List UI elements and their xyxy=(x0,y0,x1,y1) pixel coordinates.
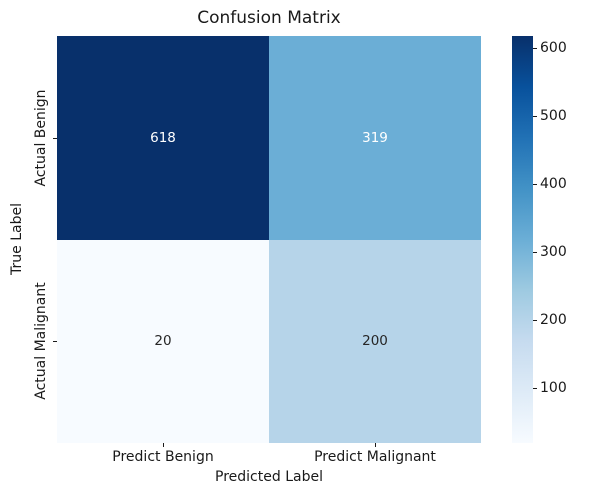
colorbar-tick: 300 xyxy=(533,244,567,260)
x-tick-mark xyxy=(375,443,376,447)
y-tick-label-actual-benign: Actual Benign xyxy=(33,89,49,187)
colorbar-gradient xyxy=(512,36,533,443)
y-tick-mark xyxy=(53,138,57,139)
colorbar-tick-mark xyxy=(533,387,537,389)
colorbar-tick-mark xyxy=(533,47,537,49)
colorbar-tick-label: 200 xyxy=(540,312,567,328)
colorbar-tick-label: 400 xyxy=(540,176,567,192)
colorbar-tick-label: 500 xyxy=(540,108,567,124)
x-axis-label: Predicted Label xyxy=(215,469,323,485)
y-axis-label: True Label xyxy=(9,203,25,275)
heatmap: 618 319 20 200 xyxy=(57,36,481,443)
x-tick-label-predict-benign: Predict Benign xyxy=(112,449,214,465)
y-tick-label-actual-malignant: Actual Malignant xyxy=(33,282,49,400)
chart-title: Confusion Matrix xyxy=(197,8,341,28)
colorbar-tick-mark xyxy=(533,183,537,185)
colorbar-tick-mark xyxy=(533,115,537,117)
heatmap-cell-benign-malignant: 319 xyxy=(269,36,481,240)
colorbar-tick: 600 xyxy=(533,40,567,56)
colorbar-tick: 200 xyxy=(533,312,567,328)
colorbar-tick-mark xyxy=(533,319,537,321)
colorbar-tick-mark xyxy=(533,251,537,253)
x-tick-label-predict-malignant: Predict Malignant xyxy=(314,449,436,465)
colorbar-tick: 500 xyxy=(533,108,567,124)
heatmap-cell-benign-benign: 618 xyxy=(57,36,269,240)
colorbar-tick: 400 xyxy=(533,176,567,192)
colorbar-tick-label: 300 xyxy=(540,244,567,260)
x-tick-mark xyxy=(163,443,164,447)
y-tick-mark xyxy=(53,341,57,342)
heatmap-cell-malignant-benign: 20 xyxy=(57,239,269,443)
colorbar-tick-label: 600 xyxy=(540,40,567,56)
colorbar-tick: 100 xyxy=(533,380,567,396)
colorbar-tick-label: 100 xyxy=(540,380,567,396)
heatmap-cell-malignant-malignant: 200 xyxy=(269,239,481,443)
